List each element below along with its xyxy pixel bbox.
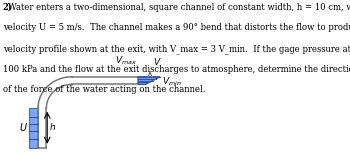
- Text: 2): 2): [3, 3, 12, 12]
- Text: V: V: [153, 58, 160, 67]
- Text: velocity profile shown at the exit, with V_max = 3 V_min.  If the gage pressure : velocity profile shown at the exit, with…: [3, 44, 350, 54]
- Text: $V_{max}$: $V_{max}$: [116, 55, 137, 67]
- Text: U: U: [19, 123, 26, 133]
- Text: $V_{min}$: $V_{min}$: [161, 75, 181, 88]
- Text: 100 kPa and the flow at the exit discharges to atmosphere, determine the directi: 100 kPa and the flow at the exit dischar…: [3, 65, 350, 74]
- Bar: [29, 108, 38, 148]
- Polygon shape: [138, 77, 160, 84]
- Text: h: h: [50, 123, 56, 132]
- Text: of the force of the water acting on the channel.: of the force of the water acting on the …: [3, 85, 205, 94]
- Text: velocity U = 5 m/s.  The channel makes a 90° bend that distorts the flow to prod: velocity U = 5 m/s. The channel makes a …: [3, 23, 350, 32]
- Text: Water enters a two-dimensional, square channel of constant width, h = 10 cm, wit: Water enters a two-dimensional, square c…: [8, 3, 350, 12]
